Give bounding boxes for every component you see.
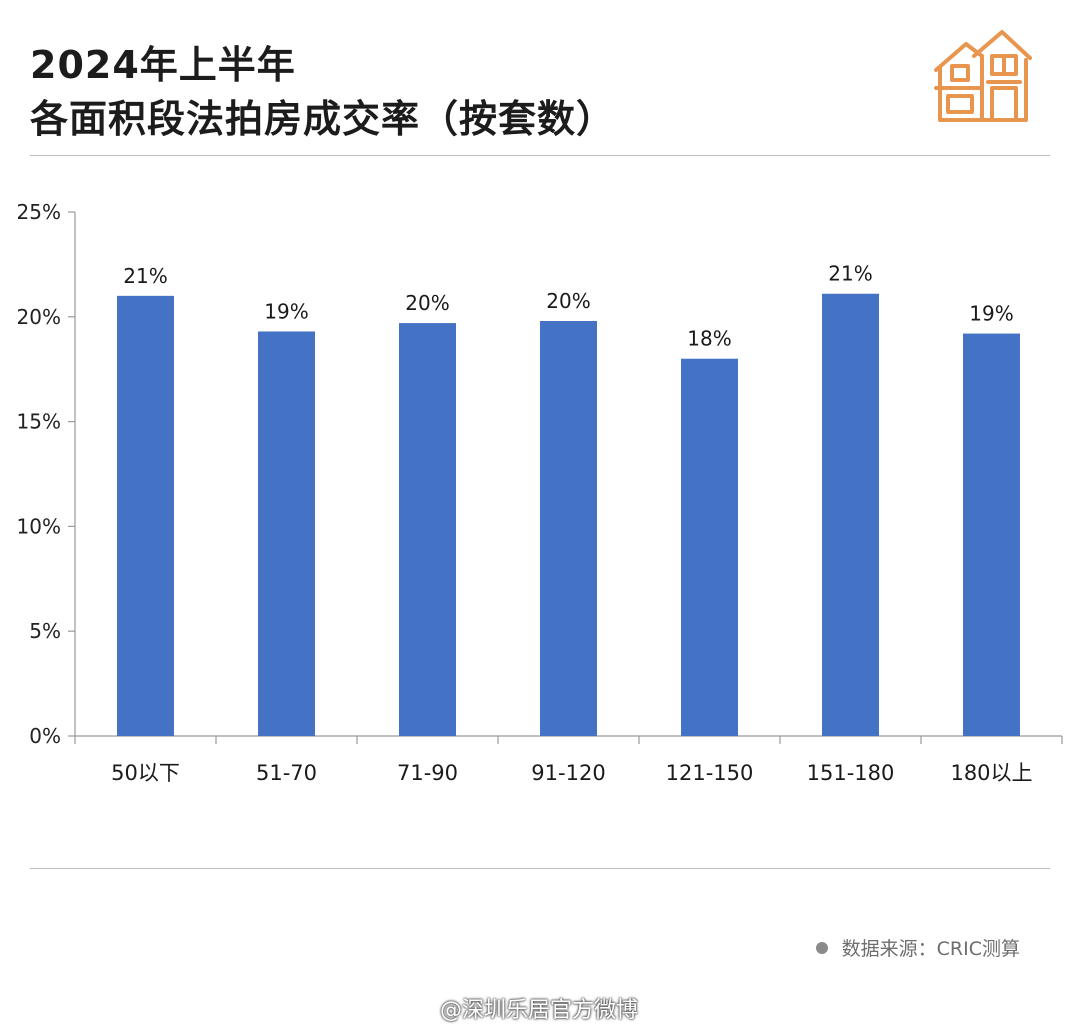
bar — [399, 323, 456, 736]
x-tick-label: 50以下 — [111, 761, 180, 785]
data-label: 21% — [828, 262, 872, 286]
data-label: 21% — [123, 264, 167, 288]
data-label: 19% — [969, 302, 1013, 326]
y-tick-label: 5% — [29, 619, 61, 643]
x-tick-label: 71-90 — [397, 761, 458, 785]
chart-title-line-2: 各面积段法拍房成交率（按套数） — [30, 97, 616, 141]
y-tick-label: 15% — [17, 410, 61, 434]
x-tick-label: 91-120 — [531, 761, 605, 785]
y-tick-label: 20% — [17, 305, 61, 329]
data-source-text: 数据来源：CRIC测算 — [841, 938, 1020, 960]
x-tick-label: 121-150 — [666, 761, 754, 785]
y-tick-label: 25% — [17, 200, 61, 224]
bar-chart: 0% 5% 10% 15% 20% 25% 21% 50以下 19% 51-70 20% 71-90 2… — [17, 200, 1063, 785]
header-divider — [30, 155, 1050, 156]
bar — [963, 333, 1020, 736]
bar — [117, 295, 174, 736]
data-source: 数据来源：CRIC测算 — [815, 934, 1020, 961]
bar — [540, 320, 597, 736]
bar — [681, 358, 738, 736]
footer-divider — [30, 868, 1050, 869]
chart-title: 2024年上半年 各面积段法拍房成交率（按套数） — [30, 38, 615, 146]
bar — [822, 293, 879, 736]
data-label: 19% — [264, 299, 308, 323]
chart-title-line-1: 2024年上半年 — [30, 43, 296, 87]
house-icon — [934, 30, 1032, 122]
x-tick-label: 51-70 — [256, 761, 317, 785]
bullet-icon — [815, 941, 828, 954]
data-label: 20% — [546, 289, 590, 313]
weibo-watermark-text: @深圳乐居官方微博 — [440, 998, 639, 1023]
y-tick-label: 0% — [29, 724, 61, 748]
weibo-watermark: @深圳乐居官方微博 — [440, 992, 638, 1024]
x-tick-label: 180以上 — [950, 761, 1032, 785]
bar — [258, 331, 315, 736]
x-tick-label: 151-180 — [807, 761, 895, 785]
data-label: 20% — [405, 291, 449, 315]
y-tick-label: 10% — [17, 514, 61, 538]
data-label: 18% — [687, 327, 731, 351]
